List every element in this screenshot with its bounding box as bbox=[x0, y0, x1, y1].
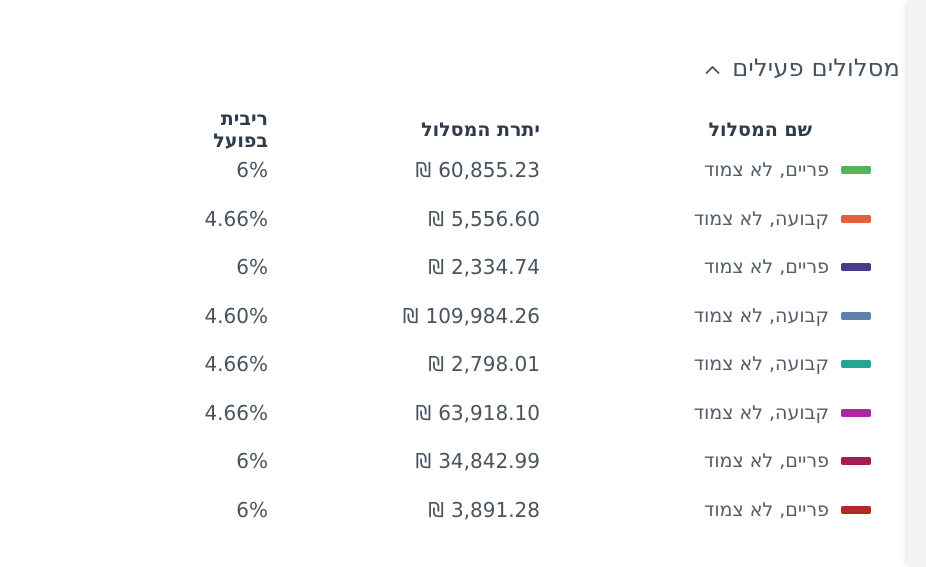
track-balance: ₪ 3,891.28 bbox=[428, 497, 540, 522]
shekel-sign: ₪ bbox=[415, 158, 432, 183]
actual-rate: 4.66% bbox=[204, 206, 268, 231]
actual-rate: 6% bbox=[236, 255, 268, 280]
table-row: קבועה, לא צמוד ₪ 109,984.26 4.60% bbox=[160, 292, 900, 341]
shekel-sign: ₪ bbox=[402, 303, 419, 328]
track-name: פריים, לא צמוד bbox=[703, 498, 829, 521]
track-name: קבועה, לא צמוד bbox=[693, 401, 829, 424]
actual-rate: 6% bbox=[236, 449, 268, 474]
track-balance: ₪ 63,918.10 bbox=[415, 400, 540, 425]
track-name: קבועה, לא צמוד bbox=[693, 207, 829, 230]
table-row: פריים, לא צמוד ₪ 3,891.28 6% bbox=[160, 486, 900, 535]
actual-rate: 4.66% bbox=[204, 400, 268, 425]
track-balance: ₪ 5,556.60 bbox=[428, 206, 540, 231]
column-header-actual-rate: ריבית בפועל bbox=[213, 108, 268, 152]
table-row: קבועה, לא צמוד ₪ 2,798.01 4.66% bbox=[160, 340, 900, 389]
chevron-up-icon[interactable] bbox=[705, 65, 720, 75]
shekel-sign: ₪ bbox=[428, 255, 444, 280]
track-balance: ₪ 60,855.23 bbox=[415, 158, 540, 183]
actual-rate: 6% bbox=[236, 158, 268, 183]
shekel-sign: ₪ bbox=[428, 497, 444, 522]
track-name: קבועה, לא צמוד bbox=[693, 353, 829, 376]
shekel-sign: ₪ bbox=[428, 206, 444, 231]
column-header-track-balance: יתרת המסלול bbox=[421, 119, 540, 141]
track-balance: ₪ 109,984.26 bbox=[402, 303, 540, 328]
track-color-marker bbox=[841, 408, 871, 417]
track-balance: ₪ 2,334.74 bbox=[428, 255, 540, 280]
section-title: מסלולים פעילים bbox=[732, 54, 900, 82]
table-row: פריים, לא צמוד ₪ 34,842.99 6% bbox=[160, 437, 900, 486]
track-color-marker bbox=[841, 360, 871, 369]
table-row: פריים, לא צמוד ₪ 2,334.74 6% bbox=[160, 243, 900, 292]
track-name: קבועה, לא צמוד bbox=[693, 304, 829, 327]
table-row: קבועה, לא צמוד ₪ 5,556.60 4.66% bbox=[160, 195, 900, 244]
track-name: פריים, לא צמוד bbox=[703, 256, 829, 279]
column-header-track-name: שם המסלול bbox=[708, 119, 812, 141]
actual-rate: 6% bbox=[236, 497, 268, 522]
shekel-sign: ₪ bbox=[415, 449, 432, 474]
track-balance: ₪ 2,798.01 bbox=[428, 352, 540, 377]
track-name: פריים, לא צמוד bbox=[703, 159, 829, 182]
track-color-marker bbox=[841, 311, 871, 320]
track-color-marker bbox=[841, 214, 871, 223]
page-background-strip bbox=[908, 0, 926, 567]
track-balance: ₪ 34,842.99 bbox=[415, 449, 540, 474]
track-color-marker bbox=[841, 166, 871, 175]
track-color-marker bbox=[841, 457, 871, 466]
shekel-sign: ₪ bbox=[428, 352, 444, 377]
table-header-row: שם המסלול יתרת המסלול ריבית בפועל bbox=[160, 108, 900, 152]
table-row: קבועה, לא צמוד ₪ 63,918.10 4.66% bbox=[160, 389, 900, 438]
track-name: פריים, לא צמוד bbox=[703, 450, 829, 473]
section-header-toggle[interactable]: מסלולים פעילים bbox=[0, 50, 900, 86]
track-color-marker bbox=[841, 505, 871, 514]
track-color-marker bbox=[841, 263, 871, 272]
active-tracks-section: מסלולים פעילים שם המסלול יתרת המסלול ריב… bbox=[0, 50, 900, 535]
table-row: פריים, לא צמוד ₪ 60,855.23 6% bbox=[160, 146, 900, 195]
actual-rate: 4.60% bbox=[204, 303, 268, 328]
actual-rate: 4.66% bbox=[204, 352, 268, 377]
shekel-sign: ₪ bbox=[415, 400, 432, 425]
